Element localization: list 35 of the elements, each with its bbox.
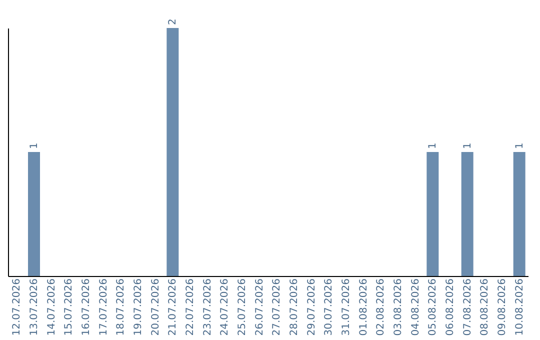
x-tick-label: 01.08.2026 (358, 278, 370, 336)
x-tick-label: 25.07.2026 (237, 278, 248, 336)
x-tick-label: 31.07.2026 (341, 278, 352, 336)
x-tick-label: 28.07.2026 (289, 278, 300, 336)
x-tick-label: 18.07.2026 (116, 278, 127, 336)
x-tick-label: 29.07.2026 (306, 278, 318, 336)
x-tick-label: 05.08.2026 (428, 278, 439, 336)
data-label: 1 (462, 142, 474, 149)
x-tick-label: 19.07.2026 (133, 278, 144, 336)
x-tick-label: 13.07.2026 (29, 278, 40, 336)
data-label: 1 (428, 142, 439, 149)
x-tick-label: 03.08.2026 (393, 278, 404, 336)
x-tick-label: 30.07.2026 (324, 278, 335, 336)
x-tick-label: 02.08.2026 (376, 278, 387, 336)
x-tick-label: 14.07.2026 (46, 278, 58, 336)
x-tick-label: 22.07.2026 (185, 278, 196, 336)
x-tick-label: 23.07.2026 (202, 278, 214, 336)
x-tick-label: 09.08.2026 (497, 278, 508, 336)
data-label: 1 (29, 142, 40, 149)
x-tick-label: 16.07.2026 (81, 278, 92, 336)
x-tick-label: 06.08.2026 (445, 278, 456, 336)
x-tick-label: 08.08.2026 (480, 278, 491, 336)
x-tick-label: 07.08.2026 (462, 278, 474, 336)
x-tick-label: 10.08.2026 (514, 278, 526, 336)
x-tick-label: 26.07.2026 (254, 278, 266, 336)
x-tick-label: 27.07.2026 (272, 278, 283, 336)
x-tick-label: 17.07.2026 (98, 278, 110, 336)
x-tick-label: 12.07.2026 (12, 278, 23, 336)
x-tick-label: 15.07.2026 (64, 278, 75, 336)
x-tick-label: 20.07.2026 (150, 278, 162, 336)
data-label: 1 (514, 142, 526, 149)
x-tick-label: 21.07.2026 (168, 278, 179, 336)
data-label: 2 (168, 18, 179, 25)
x-tick-label: 24.07.2026 (220, 278, 231, 336)
x-tick-label: 04.08.2026 (410, 278, 422, 336)
